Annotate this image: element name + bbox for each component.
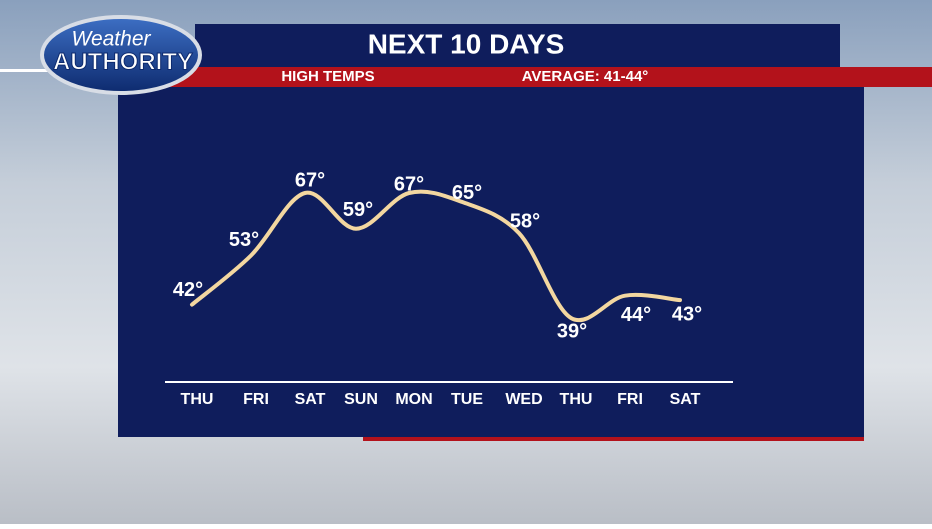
red-line bbox=[363, 437, 864, 441]
x-tick-label: THU bbox=[560, 391, 593, 408]
value-label: 67° bbox=[295, 169, 325, 191]
title-bar bbox=[195, 24, 840, 67]
x-tick-label: FRI bbox=[617, 391, 643, 408]
logo-top: Weather bbox=[72, 28, 152, 51]
value-label: 59° bbox=[343, 199, 373, 221]
x-tick-label: SUN bbox=[344, 391, 378, 408]
value-label: 39° bbox=[557, 320, 587, 342]
value-label: 65° bbox=[452, 182, 482, 204]
x-tick-label: SAT bbox=[670, 391, 701, 408]
logo-badge bbox=[40, 15, 202, 95]
value-label: 67° bbox=[394, 173, 424, 195]
value-label: 43° bbox=[672, 303, 702, 325]
x-tick-label: WED bbox=[505, 391, 542, 408]
annotation: AVERAGE: 41-44° bbox=[522, 68, 649, 85]
temp-line bbox=[190, 189, 682, 323]
logo-bottom: AUTHORITY bbox=[53, 48, 193, 75]
stripe bbox=[0, 69, 60, 72]
x-tick-label: THU bbox=[181, 391, 214, 408]
chart-title: NEXT 10 DAYS bbox=[368, 28, 565, 59]
value-label: 53° bbox=[229, 229, 259, 251]
x-tick-label: FRI bbox=[243, 391, 269, 408]
value-label: 44° bbox=[621, 304, 651, 326]
value-label: 58° bbox=[510, 210, 540, 232]
subtitle: HIGH TEMPS bbox=[281, 68, 374, 85]
red-band bbox=[160, 67, 932, 87]
x-tick-label: SAT bbox=[295, 391, 326, 408]
x-tick-label: MON bbox=[395, 391, 432, 408]
x-tick-label: TUE bbox=[451, 391, 483, 408]
panel bbox=[118, 87, 864, 437]
value-label: 42° bbox=[173, 279, 203, 301]
